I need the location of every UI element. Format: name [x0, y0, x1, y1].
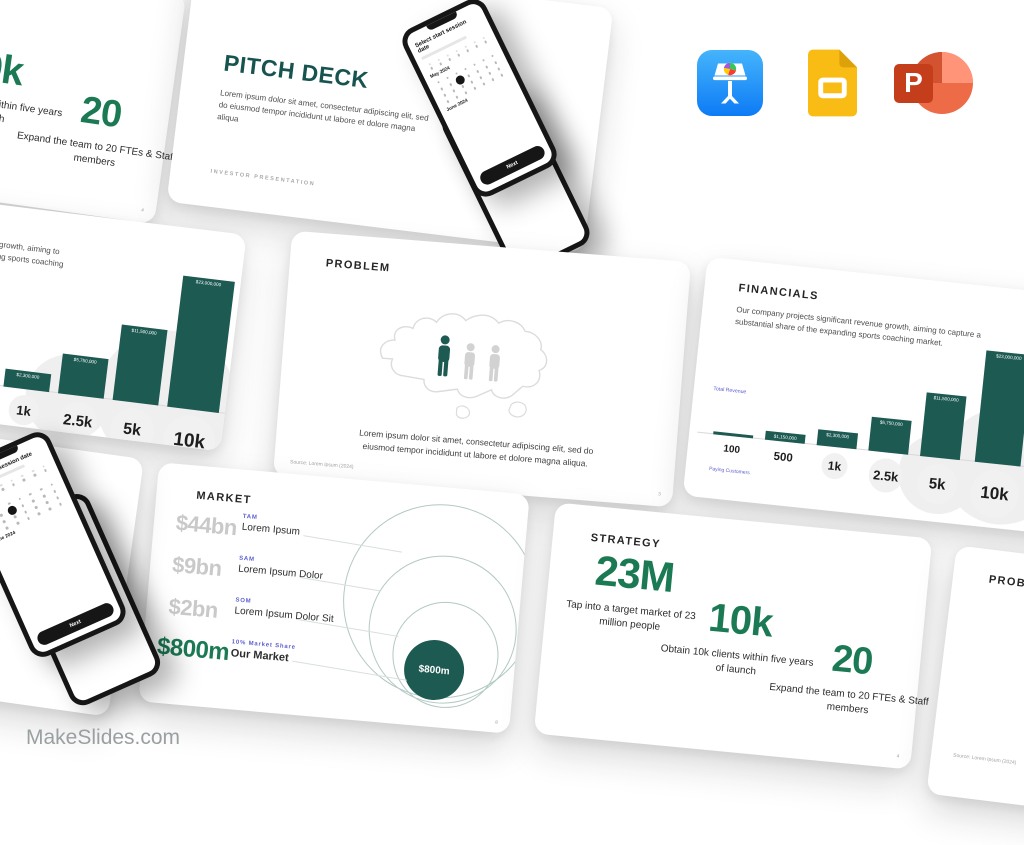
x-tick-100: 100: [722, 443, 741, 457]
bar-2_5k: $5,750,000: [868, 416, 912, 455]
page-number: 4: [896, 753, 900, 759]
slide-financials[interactable]: FINANCIALS Our company projects signific…: [682, 256, 1024, 540]
slide-financials-partial[interactable]: FINANCIALS Our company projects signific…: [0, 182, 247, 452]
slide-problem-partial[interactable]: PROBLEM Source: Lorem Ipsum (2024): [926, 545, 1024, 845]
slide-title: MARKET: [195, 489, 253, 507]
person-icon: [488, 345, 500, 382]
person-icon-highlight: [437, 335, 451, 377]
bar-5k: $11,500,000: [920, 392, 967, 461]
x-axis-label: Paying Customers: [708, 466, 751, 477]
slide-problem[interactable]: PROBLEM Lorem ipsum dolor sit amet, cons…: [272, 230, 692, 508]
phone-mockup-calendar: Select start session date May 2024 June …: [0, 427, 131, 662]
slide-strategy[interactable]: STRATEGY 23M Tap into a target market of…: [533, 502, 934, 770]
x-tick-1k: 1k: [820, 451, 849, 481]
bar-10k: $23,000,000: [974, 350, 1024, 467]
slide-title: PROBLEM: [988, 573, 1024, 594]
map-outline: [379, 313, 548, 419]
revenue-bar-chart: $1,150,000 $2,300,000 $5,750,000 $11,500…: [0, 235, 244, 452]
slide-strategy-partial[interactable]: STRATEGY 23M Tap into a target market of…: [0, 0, 187, 225]
source-note: Source: Lorem Ipsum (2024): [952, 752, 1017, 767]
bar-500: $1,150,000: [764, 430, 806, 444]
x-tick-500: 500: [772, 450, 794, 465]
svg-text:P: P: [904, 67, 923, 98]
people-pictograms: [433, 324, 506, 391]
pitch-deck-body: Lorem ipsum dolor sit amet, consectetur …: [216, 88, 430, 134]
calendar-grid: [0, 481, 67, 537]
source-note: Source: Lorem Ipsum (2024): [289, 459, 354, 471]
slide-market[interactable]: MARKET $800m $44bn TAM Lorem Ipsum $9bn …: [138, 462, 530, 734]
pitch-deck-footer: INVESTOR PRESENTATION: [210, 168, 316, 188]
stat-value: 20: [830, 637, 875, 684]
pitch-deck-title: PITCH DECK: [222, 49, 371, 94]
tam-label: Lorem Ipsum: [241, 521, 301, 538]
keynote-icon[interactable]: [697, 50, 763, 121]
page-number: 4: [141, 207, 145, 213]
bar-2_5k: $5,750,000: [57, 353, 109, 399]
bar-5k: $11,500,000: [112, 324, 168, 406]
google-slides-icon[interactable]: [808, 49, 857, 122]
revenue-bar-chart: $1,150,000 $2,300,000 $5,750,000 $11,500…: [697, 318, 1024, 531]
market-row-sam: $9bn: [171, 551, 223, 582]
stat-block: 20 Expand the team to 20 FTEs & Staff me…: [14, 81, 183, 179]
market-row-som: $2bn: [167, 593, 219, 623]
market-row-tam: $44bn: [174, 509, 238, 541]
slide-title: PROBLEM: [325, 257, 391, 275]
page-number: 3: [658, 491, 661, 497]
slide-app-screens-partial[interactable]: Select start session time 10:00 AM 07:00…: [0, 399, 165, 717]
slide-pitch-deck[interactable]: PITCH DECK Lorem ipsum dolor sit amet, c…: [166, 0, 614, 279]
page-number: 8: [495, 719, 499, 725]
person-icon: [463, 343, 476, 380]
powerpoint-icon[interactable]: P: [894, 50, 975, 122]
slide-title: FINANCIALS: [737, 282, 820, 303]
phone-mockup-calendar: Select start session date May 2024 June …: [397, 0, 562, 202]
market-row-our-market: $800m: [155, 632, 231, 667]
bar-1k: $2,300,000: [816, 429, 859, 450]
bar-100: [713, 431, 754, 439]
watermark: MakeSlides.com: [26, 726, 181, 749]
stat-block: 20 Expand the team to 20 FTEs & Staff me…: [767, 632, 934, 723]
